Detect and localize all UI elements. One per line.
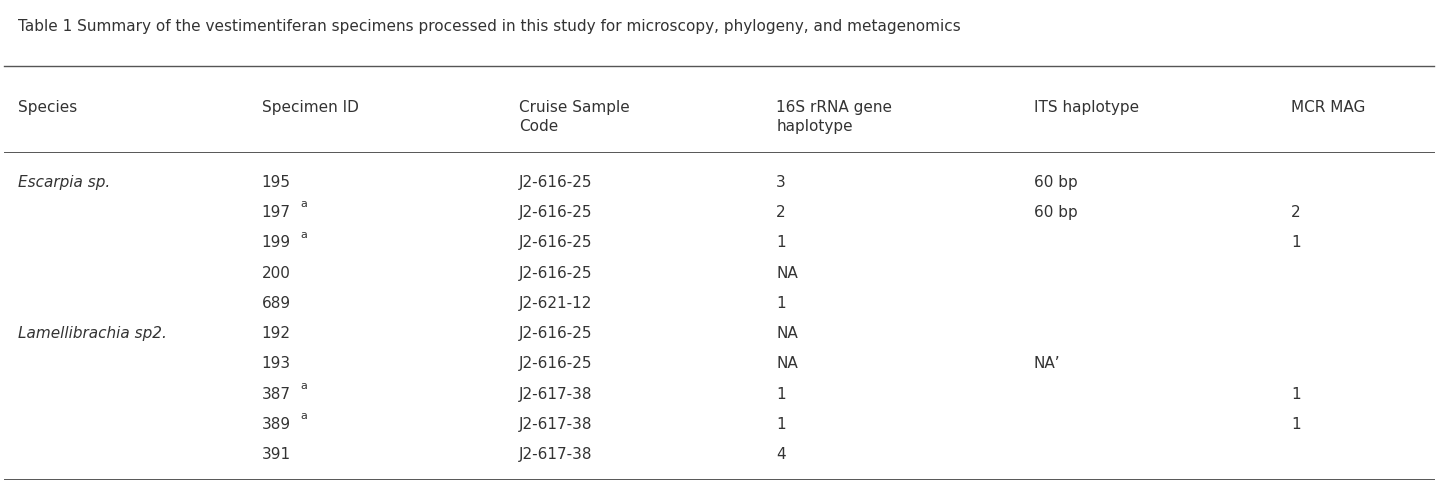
Text: 387: 387 bbox=[262, 386, 290, 401]
Text: 60 bp: 60 bp bbox=[1034, 204, 1077, 220]
Text: 195: 195 bbox=[262, 174, 290, 189]
Text: Specimen ID: Specimen ID bbox=[262, 100, 358, 115]
Text: 689: 689 bbox=[262, 295, 290, 310]
Text: J2-621-12: J2-621-12 bbox=[519, 295, 592, 310]
Text: 192: 192 bbox=[262, 325, 290, 341]
Text: J2-616-25: J2-616-25 bbox=[519, 235, 592, 250]
Text: a: a bbox=[301, 410, 306, 421]
Text: Species: Species bbox=[19, 100, 78, 115]
Text: J2-616-25: J2-616-25 bbox=[519, 174, 592, 189]
Text: 1: 1 bbox=[777, 416, 785, 431]
Text: Table 1 Summary of the vestimentiferan specimens processed in this study for mic: Table 1 Summary of the vestimentiferan s… bbox=[19, 19, 961, 34]
Text: J2-616-25: J2-616-25 bbox=[519, 265, 592, 280]
Text: Lamellibrachia sp2.: Lamellibrachia sp2. bbox=[19, 325, 167, 341]
Text: J2-616-25: J2-616-25 bbox=[519, 204, 592, 220]
Text: NA: NA bbox=[777, 265, 798, 280]
Text: Escarpia sp.: Escarpia sp. bbox=[19, 174, 111, 189]
Text: 1: 1 bbox=[777, 235, 785, 250]
Text: 1: 1 bbox=[777, 295, 785, 310]
Text: J2-617-38: J2-617-38 bbox=[519, 416, 592, 431]
Text: 4: 4 bbox=[777, 447, 785, 461]
Text: NA: NA bbox=[777, 356, 798, 371]
Text: 16S rRNA gene
haplotype: 16S rRNA gene haplotype bbox=[777, 100, 892, 134]
Text: 1: 1 bbox=[1291, 386, 1300, 401]
Text: 2: 2 bbox=[777, 204, 785, 220]
Text: 60 bp: 60 bp bbox=[1034, 174, 1077, 189]
Text: 1: 1 bbox=[1291, 416, 1300, 431]
Text: 3: 3 bbox=[777, 174, 787, 189]
Text: 1: 1 bbox=[777, 386, 785, 401]
Text: 200: 200 bbox=[262, 265, 290, 280]
Text: 193: 193 bbox=[262, 356, 290, 371]
Text: 199: 199 bbox=[262, 235, 290, 250]
Text: 391: 391 bbox=[262, 447, 290, 461]
Text: J2-617-38: J2-617-38 bbox=[519, 447, 592, 461]
Text: J2-616-25: J2-616-25 bbox=[519, 356, 592, 371]
Text: a: a bbox=[301, 380, 306, 390]
Text: a: a bbox=[301, 229, 306, 239]
Text: 1: 1 bbox=[1291, 235, 1300, 250]
Text: a: a bbox=[301, 199, 306, 209]
Text: ITS haplotype: ITS haplotype bbox=[1034, 100, 1139, 115]
Text: MCR MAG: MCR MAG bbox=[1291, 100, 1365, 115]
Text: NA: NA bbox=[777, 325, 798, 341]
Text: NA’: NA’ bbox=[1034, 356, 1060, 371]
Text: 389: 389 bbox=[262, 416, 290, 431]
Text: 197: 197 bbox=[262, 204, 290, 220]
Text: 2: 2 bbox=[1291, 204, 1300, 220]
Text: Cruise Sample
Code: Cruise Sample Code bbox=[519, 100, 630, 134]
Text: J2-616-25: J2-616-25 bbox=[519, 325, 592, 341]
Text: J2-617-38: J2-617-38 bbox=[519, 386, 592, 401]
